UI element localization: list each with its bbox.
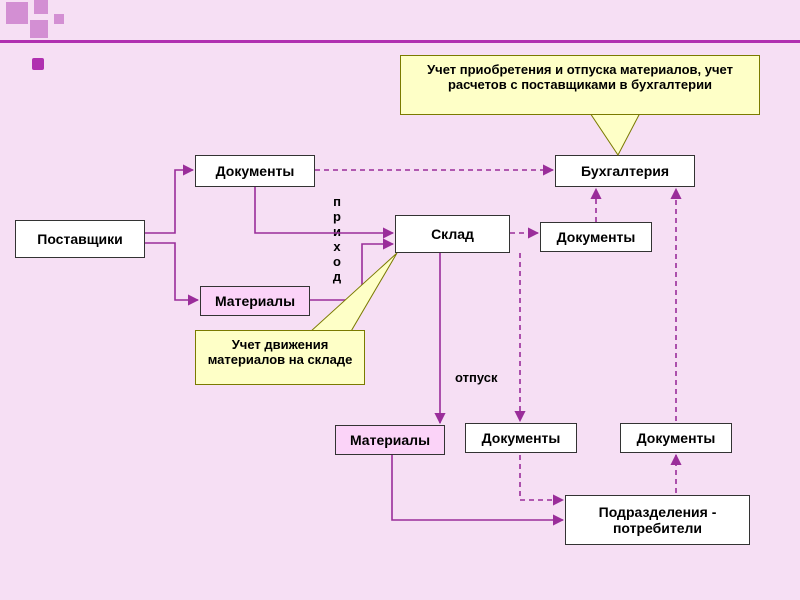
- callout-mid: Учет движения материалов на складе: [195, 330, 365, 385]
- callout-top: Учет приобретения и отпуска материалов, …: [400, 55, 760, 115]
